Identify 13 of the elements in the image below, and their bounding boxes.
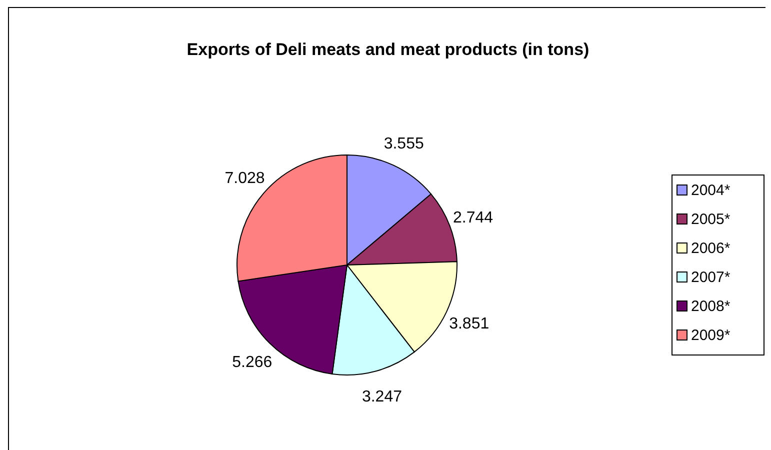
legend-label: 2008* [691,298,730,315]
legend-label: 2007* [691,269,730,286]
data-label: 2.744 [453,210,494,227]
data-label: 7.028 [224,170,265,187]
data-label: 3.247 [362,388,402,406]
data-label: 3.555 [384,136,424,153]
data-label: 3.851 [449,316,490,333]
legend-label: 2005* [691,211,730,228]
legend-label: 2004* [691,182,730,199]
data-label: 5.266 [232,354,272,372]
legend-label: 2009* [691,327,730,344]
chart-title: Exports of Deli meats and meat products (in tons) [186,40,590,59]
legend-label: 2006* [691,240,730,257]
